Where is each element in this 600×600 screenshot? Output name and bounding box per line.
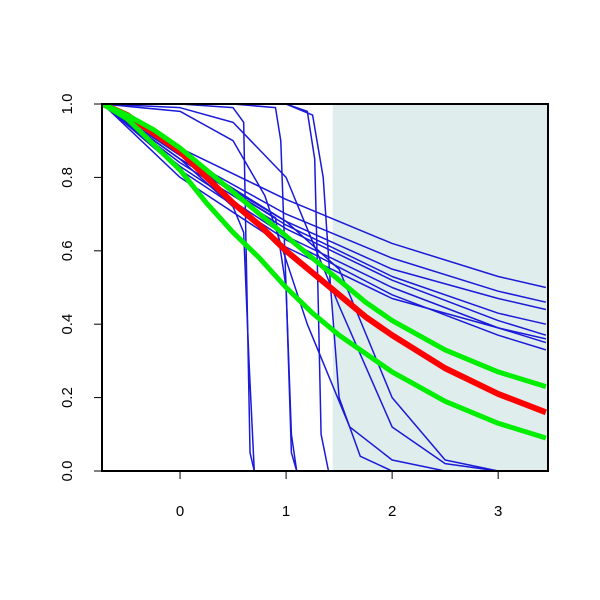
y-tick-label: 0.0 xyxy=(59,461,76,482)
curve xyxy=(102,104,547,389)
curve xyxy=(102,104,547,336)
x-tick-label: 1 xyxy=(282,503,290,520)
x-tick-label: 2 xyxy=(388,503,396,520)
axes: 0 1 2 3 0.0 0.2 0.4 0.6 0.8 1.0 xyxy=(59,94,549,520)
curve xyxy=(102,104,547,441)
curve xyxy=(102,104,256,471)
curve xyxy=(102,104,256,471)
y-tick-label: 0.8 xyxy=(59,167,76,188)
y-tick-label: 0.4 xyxy=(59,314,76,335)
x-tick-label: 3 xyxy=(494,503,502,520)
curve xyxy=(102,104,393,471)
y-tick-label: 0.2 xyxy=(59,387,76,408)
curve xyxy=(102,104,547,340)
y-tick-label: 1.0 xyxy=(59,94,76,115)
curve xyxy=(102,104,330,471)
y-tick-label: 0.6 xyxy=(59,240,76,261)
x-tick-label: 0 xyxy=(176,503,184,520)
curve xyxy=(102,104,298,471)
plot-area xyxy=(102,104,548,471)
curve xyxy=(102,104,546,471)
curve xyxy=(102,104,547,416)
plot-frame xyxy=(101,103,549,472)
curve xyxy=(102,104,546,471)
shaded-region xyxy=(332,104,548,471)
